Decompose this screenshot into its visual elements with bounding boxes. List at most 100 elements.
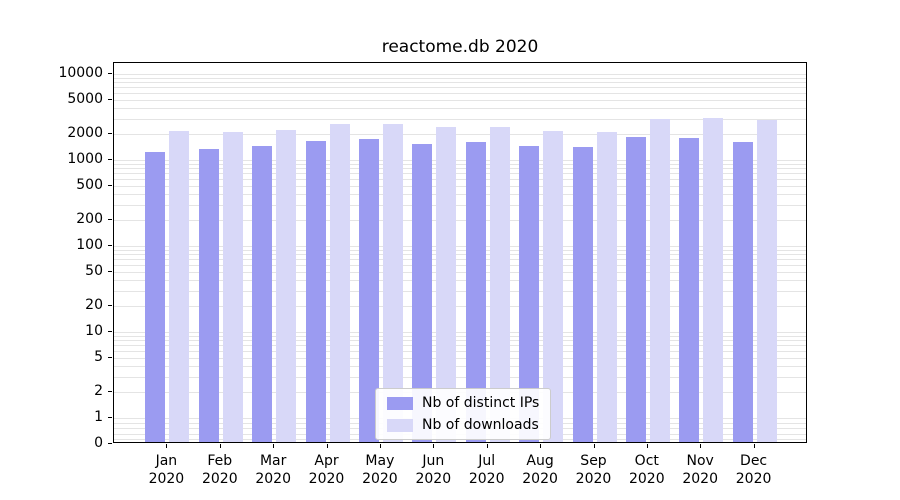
- x-tick-mark: [593, 444, 595, 448]
- y-tick-label: 500: [76, 176, 103, 193]
- gridline: [114, 168, 806, 170]
- gridline: [114, 280, 806, 282]
- gridline: [114, 351, 806, 353]
- legend-item-distinct-ips: Nb of distinct IPs: [387, 395, 539, 411]
- x-tick-label: Feb 2020: [201, 453, 238, 488]
- x-axis: Jan 2020 Feb 2020 Mar 2020 Apr 2020 May 2020…: [113, 444, 807, 500]
- x-tick-mark: [219, 444, 221, 448]
- gridline: [114, 194, 806, 196]
- bar-downloads: [543, 131, 564, 442]
- y-tick-label: 10000: [58, 65, 103, 81]
- y-tick-label: 5000: [67, 90, 103, 107]
- y-tick-mark: [108, 245, 112, 246]
- legend-swatch-distinct-ips: [387, 396, 413, 410]
- x-tick-label: Jan 2020: [148, 453, 185, 488]
- y-tick-mark: [108, 98, 112, 100]
- gridline: [114, 246, 806, 247]
- y-tick-mark: [108, 305, 112, 307]
- y-tick-mark: [108, 443, 112, 444]
- bar-distinct-ips: [465, 142, 486, 442]
- bar-distinct-ips: [145, 151, 166, 442]
- bar-distinct-ips: [252, 146, 273, 442]
- x-tick-mark: [540, 444, 542, 448]
- y-tick-mark: [108, 133, 112, 135]
- x-tick-label: Oct 2020: [628, 453, 665, 488]
- x-tick-mark: [379, 444, 381, 448]
- y-tick-label: 5: [94, 348, 103, 365]
- x-tick-mark: [700, 444, 702, 448]
- y-tick-label: 2000: [67, 125, 103, 142]
- x-tick-mark: [486, 444, 488, 448]
- gridline: [114, 291, 806, 292]
- y-tick-mark: [108, 270, 112, 272]
- x-tick-label: Mar 2020: [255, 453, 292, 488]
- legend-label-distinct-ips: Nb of distinct IPs: [422, 395, 540, 411]
- gridline: [114, 163, 806, 165]
- legend-swatch-downloads: [387, 418, 413, 432]
- x-tick-label: Jul 2020: [468, 453, 505, 488]
- y-tick-mark: [108, 73, 112, 74]
- gridline: [114, 306, 806, 308]
- bar-distinct-ips: [519, 146, 540, 442]
- y-tick-label: 1000: [67, 151, 103, 167]
- gridline: [114, 99, 806, 101]
- gridline: [114, 220, 806, 222]
- gridline: [114, 160, 806, 161]
- y-tick-mark: [108, 219, 112, 221]
- bar-downloads: [329, 124, 350, 442]
- gridline: [114, 87, 806, 89]
- y-tick-mark: [108, 159, 112, 160]
- y-axis: 0 1 2 5 10 20 50 100 200 500 1000 2000 5000 10000: [0, 0, 113, 500]
- y-tick-label: 2: [94, 383, 103, 400]
- bar-downloads: [703, 118, 724, 442]
- bar-downloads: [756, 120, 777, 442]
- bar-distinct-ips: [358, 139, 379, 442]
- y-tick-mark: [108, 356, 112, 358]
- y-tick-mark: [108, 331, 112, 332]
- x-tick-mark: [166, 444, 168, 448]
- legend-label-downloads: Nb of downloads: [422, 417, 539, 433]
- y-tick-label: 1: [94, 409, 103, 425]
- gridline: [114, 185, 806, 187]
- gridline: [114, 179, 806, 181]
- bar-downloads: [276, 129, 297, 442]
- bar-distinct-ips: [572, 147, 593, 442]
- x-tick-label: Dec 2020: [735, 453, 772, 488]
- gridline: [114, 249, 806, 251]
- gridline: [114, 254, 806, 256]
- bar-distinct-ips: [412, 143, 433, 442]
- x-tick-label: Aug 2020: [522, 453, 558, 488]
- y-tick-label: 200: [76, 211, 103, 228]
- bar-distinct-ips: [305, 141, 326, 442]
- chart-title: reactome.db 2020: [381, 37, 539, 57]
- gridline: [114, 259, 806, 261]
- gridline: [114, 82, 806, 84]
- gridline: [114, 77, 806, 79]
- y-tick-label: 50: [85, 262, 103, 279]
- gridline: [114, 366, 806, 368]
- gridline: [114, 377, 806, 378]
- bar-downloads: [489, 127, 510, 442]
- x-tick-label: May 2020: [362, 453, 398, 488]
- bar-downloads: [169, 131, 190, 442]
- y-tick-label: 20: [85, 297, 103, 314]
- legend: Nb of distinct IPs Nb of downloads: [375, 388, 552, 440]
- bar-downloads: [649, 119, 670, 442]
- gridline: [114, 332, 806, 333]
- gridline: [114, 205, 806, 206]
- x-tick-label: Sep 2020: [575, 453, 612, 488]
- bar-distinct-ips: [198, 148, 219, 442]
- y-tick-mark: [108, 184, 112, 186]
- x-tick-label: Apr 2020: [308, 453, 345, 488]
- gridline: [114, 93, 806, 95]
- x-tick-label: Jun 2020: [415, 453, 452, 488]
- bar-distinct-ips: [625, 137, 646, 442]
- gridline: [114, 108, 806, 110]
- gridline: [114, 134, 806, 136]
- y-tick-mark: [108, 391, 112, 393]
- gridline: [114, 340, 806, 342]
- x-tick-mark: [433, 444, 435, 448]
- gridline: [114, 265, 806, 267]
- gridline: [114, 345, 806, 347]
